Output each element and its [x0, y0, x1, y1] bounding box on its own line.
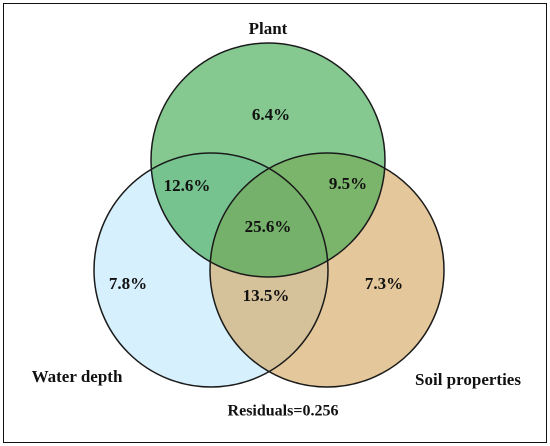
water-depth-label: Water depth: [32, 367, 123, 386]
region-water-only: 7.8%: [109, 274, 147, 293]
water-depth-outline: [93, 152, 329, 388]
soil-properties-label: Soil properties: [415, 370, 521, 389]
region-plant-water: 12.6%: [164, 176, 211, 195]
residuals-label: Residuals=0.256: [228, 403, 339, 420]
soil-properties-outline: [209, 152, 445, 388]
plant-label: Plant: [249, 19, 288, 38]
region-water-soil: 13.5%: [243, 286, 290, 305]
region-all-three: 25.6%: [245, 217, 292, 236]
plant-outline: [150, 42, 386, 278]
region-plant-only: 6.4%: [252, 105, 290, 124]
plant-circle: [151, 43, 385, 277]
region-plant-soil: 9.5%: [329, 174, 367, 193]
region-soil-only: 7.3%: [365, 274, 403, 293]
